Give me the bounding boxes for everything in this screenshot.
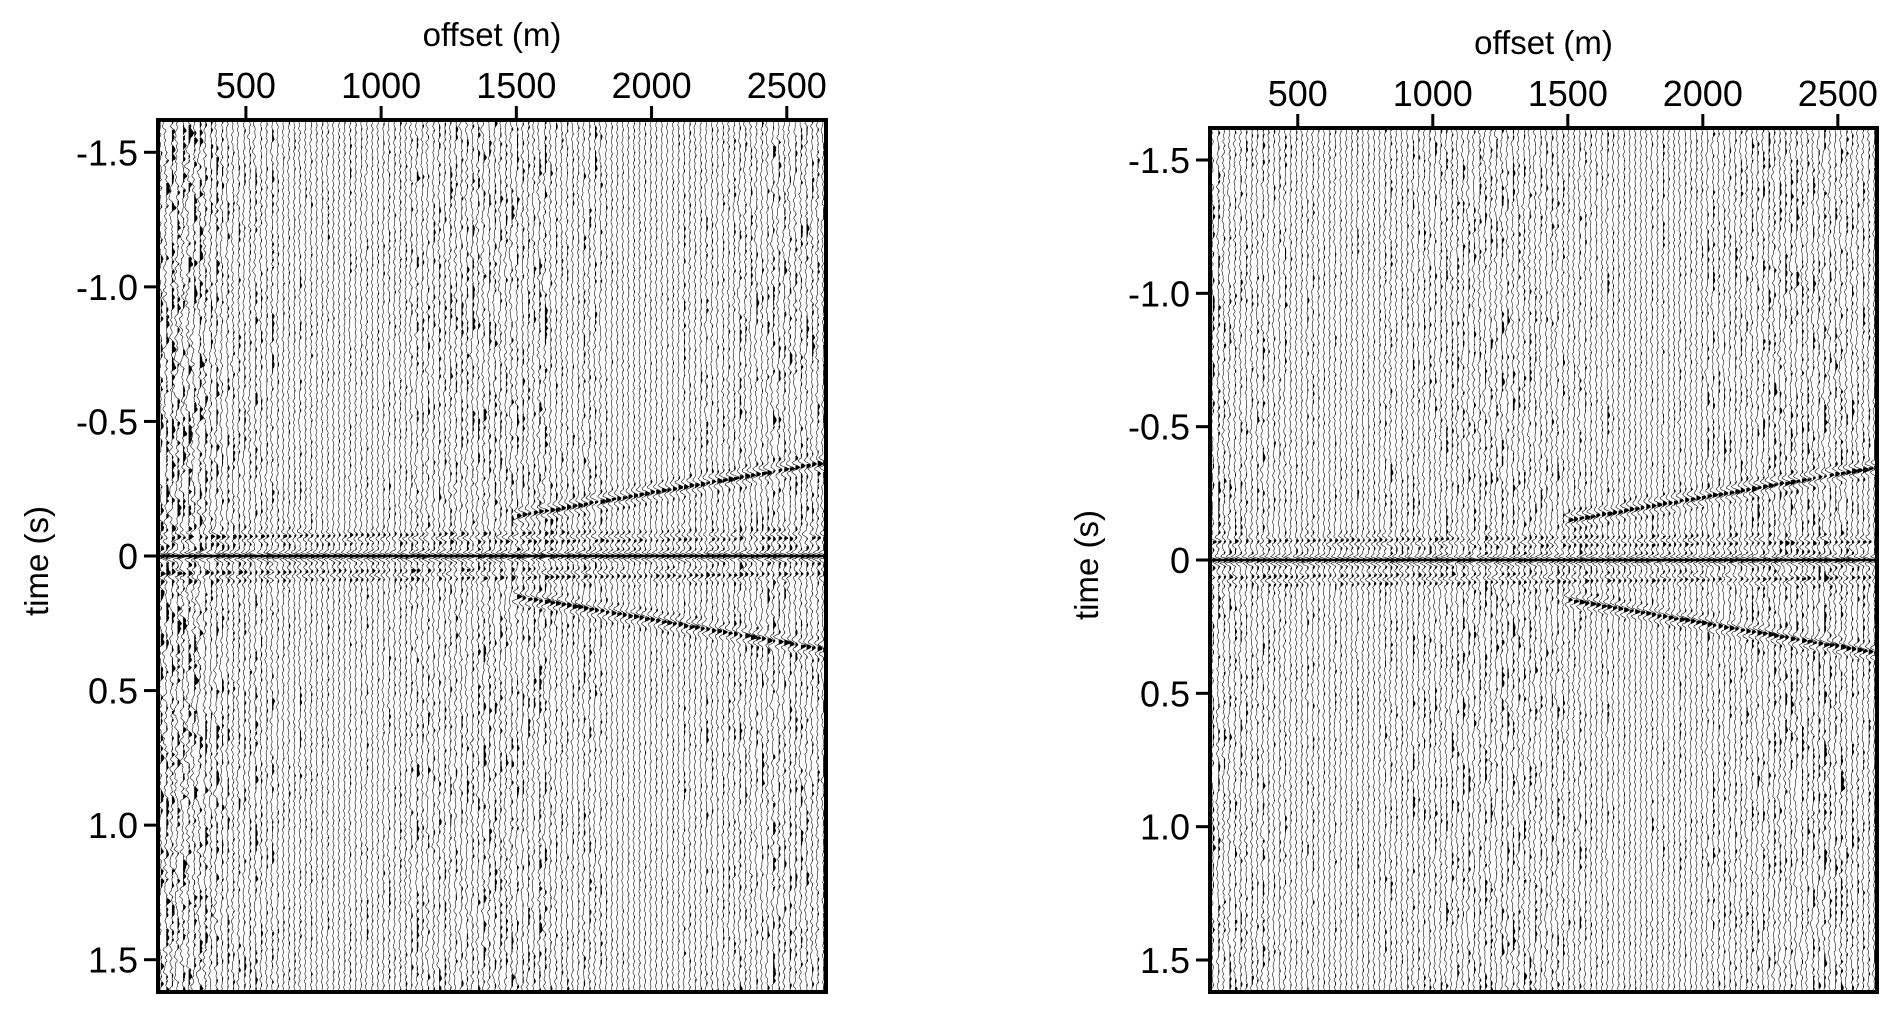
trace-fill xyxy=(205,123,210,988)
trace-fill xyxy=(361,120,367,986)
trace-fill xyxy=(1496,139,1503,976)
trace-fill xyxy=(489,136,498,980)
trace-fill xyxy=(210,121,216,965)
trace-fill xyxy=(461,139,467,988)
x-tick-label: 500 xyxy=(1268,73,1328,114)
x-tick-label: 1000 xyxy=(1393,73,1473,114)
trace-fill xyxy=(1474,131,1479,975)
trace-fill xyxy=(238,158,246,973)
trace-fill xyxy=(1279,139,1286,992)
trace-fill xyxy=(177,120,185,984)
trace-fill xyxy=(1740,131,1747,992)
trace-wiggle xyxy=(817,120,826,992)
y-tick-label: 1.5 xyxy=(88,940,138,981)
trace-fill xyxy=(483,152,489,984)
y-tick-label: -1.5 xyxy=(1128,140,1190,181)
right-panel: 500 1000 1500 2000 2500 offset (m) -1.5 -1.0 -0.… xyxy=(1068,24,1879,994)
left-panel: 500 1000 1500 2000 2500 offset (m) -1.5 -1.0 -0.… xyxy=(18,16,828,994)
trace-fill xyxy=(1674,145,1681,989)
trace-fill xyxy=(160,152,170,992)
x-tick-label: 2500 xyxy=(747,65,827,106)
y-tick-label: -1.0 xyxy=(76,267,138,308)
x-tick-label: 1500 xyxy=(476,65,556,106)
x-tick-label: 2000 xyxy=(612,65,692,106)
x-tick-label: 1500 xyxy=(1528,73,1608,114)
y-tick-label: -1.0 xyxy=(1128,273,1190,314)
y-axis-title: time (s) xyxy=(1068,510,1105,620)
trace-fill xyxy=(1779,132,1786,992)
trace-fill xyxy=(1451,134,1458,954)
trace-fill xyxy=(1501,128,1507,980)
trace-fill xyxy=(812,121,819,988)
trace-fill xyxy=(439,124,445,992)
trace-fill xyxy=(216,145,224,992)
trace-fill xyxy=(517,120,526,989)
trace-fill xyxy=(1418,128,1425,972)
trace-fill xyxy=(1540,136,1547,973)
y-tick-label: -0.5 xyxy=(1128,407,1190,448)
x-tick-label: 2000 xyxy=(1663,73,1743,114)
trace-fill xyxy=(789,150,797,991)
trace-fill xyxy=(1457,153,1464,978)
y-tick-label: 1.5 xyxy=(1140,940,1190,981)
trace-fill xyxy=(255,168,260,992)
y-tick-label: 0 xyxy=(1170,540,1190,581)
y-tick-label: -1.5 xyxy=(76,132,138,173)
trace-fill xyxy=(327,131,333,959)
plot-frame xyxy=(1208,126,1879,994)
y-tick-label: 1.0 xyxy=(88,805,138,846)
plot-frame xyxy=(156,118,828,994)
trace-fill xyxy=(1318,129,1325,981)
trace-fill xyxy=(750,126,758,960)
y-tick-label: 0 xyxy=(118,536,138,577)
x-axis-title: offset (m) xyxy=(423,16,562,53)
trace-fill xyxy=(1529,166,1536,992)
y-axis-title: time (s) xyxy=(18,506,55,616)
trace-fill xyxy=(1379,132,1386,983)
y-tick-label: 0.5 xyxy=(1140,673,1190,714)
trace-fill xyxy=(1757,142,1764,992)
trace-fill xyxy=(539,152,548,992)
trace-fill xyxy=(1235,131,1241,992)
y-tick-label: 0.5 xyxy=(88,671,138,712)
y-tick-label: -0.5 xyxy=(76,401,138,442)
trace-fill xyxy=(171,120,178,988)
trace-fill xyxy=(561,132,567,992)
trace-fill xyxy=(823,144,826,991)
y-tick-label: 1.0 xyxy=(1140,807,1190,848)
trace-fill xyxy=(773,120,780,984)
trace-fill xyxy=(1713,128,1720,984)
trace-fill xyxy=(166,152,173,992)
trace-fill xyxy=(1546,142,1553,989)
trace-fill xyxy=(511,120,519,988)
x-tick-label: 2500 xyxy=(1798,73,1878,114)
trace-fill xyxy=(1223,131,1233,962)
trace-fill xyxy=(1590,134,1598,992)
trace-fill xyxy=(723,126,731,992)
x-tick-label: 500 xyxy=(216,65,276,106)
x-tick-label: 1000 xyxy=(341,65,421,106)
trace-fill xyxy=(1468,140,1476,985)
x-axis-title: offset (m) xyxy=(1474,24,1613,61)
